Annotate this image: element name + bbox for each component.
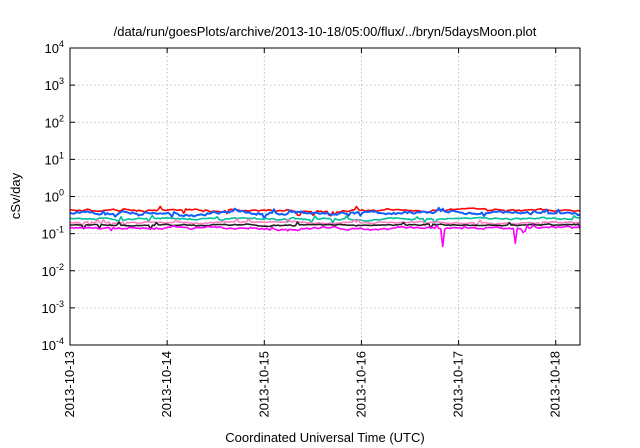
y-tick-label: 101 <box>45 150 64 167</box>
y-tick-label: 100 <box>45 188 64 205</box>
y-tick-label: 104 <box>45 39 64 56</box>
series-layer <box>69 205 581 248</box>
series-line <box>69 205 581 217</box>
y-axis-label: cSv/day <box>8 172 23 219</box>
x-axis-label: Coordinated Universal Time (UTC) <box>225 430 424 445</box>
x-tick-label: 2013-10-14 <box>159 351 174 418</box>
y-tick-label: 102 <box>45 113 64 130</box>
y-tick-label: 10-4 <box>42 336 64 353</box>
y-tick-label: 10-3 <box>42 299 64 316</box>
y-axis: 10-4 10-3 10-2 10-1 100 101 102 103 104 <box>42 39 580 353</box>
x-tick-label: 2013-10-18 <box>548 351 563 418</box>
series-line <box>69 214 581 224</box>
series-line <box>69 206 581 220</box>
y-tick-label: 10-2 <box>42 262 64 279</box>
x-axis: 2013-10-13 2013-10-14 2013-10-15 2013-10-16… <box>62 48 563 418</box>
chart-title: /data/run/goesPlots/archive/2013-10-18/0… <box>114 24 537 39</box>
series-line <box>69 223 581 248</box>
y-tick-label: 103 <box>45 76 64 93</box>
series-line <box>70 221 581 230</box>
y-tick-label: 10-1 <box>42 225 64 242</box>
series-line <box>69 218 581 228</box>
x-tick-label: 2013-10-16 <box>353 351 368 418</box>
x-tick-label: 2013-10-15 <box>256 351 271 418</box>
x-tick-label: 2013-10-17 <box>451 351 466 418</box>
x-tick-label: 2013-10-13 <box>62 351 77 418</box>
grid <box>70 48 580 345</box>
